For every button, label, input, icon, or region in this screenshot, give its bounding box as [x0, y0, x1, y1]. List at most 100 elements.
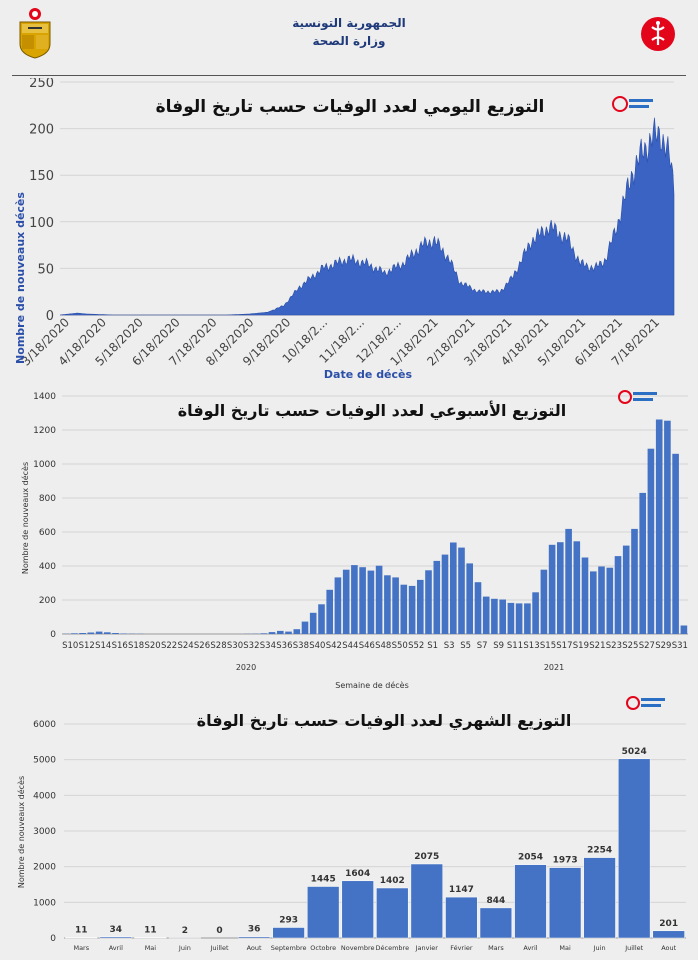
weekly-bar — [614, 556, 622, 634]
weekly-bar — [400, 584, 408, 634]
y-tick-label: 200 — [39, 596, 56, 606]
x-tick-label: S22 — [161, 641, 177, 651]
x-tick-label: S32 — [243, 641, 259, 651]
x-tick-label: Septembre — [271, 944, 307, 952]
x-tick-label: S40 — [309, 641, 325, 651]
x-tick-label: Mai — [145, 944, 157, 952]
bar-value-label: 2 — [182, 926, 188, 936]
header-rule — [12, 75, 686, 76]
weekly-bar — [573, 541, 581, 634]
weekly-bar — [79, 633, 86, 634]
x-tick-label: S44 — [342, 641, 358, 651]
tunisia-coat-of-arms-icon — [19, 8, 51, 59]
monthly-bar — [99, 936, 132, 939]
weekly-bar — [120, 633, 128, 634]
weekly-bar — [655, 419, 663, 634]
observatoire-logo-icon — [626, 696, 665, 710]
y-tick-label: 0 — [50, 934, 56, 944]
weekly-bar — [417, 579, 424, 634]
weekly-bar — [293, 629, 301, 634]
weekly-bar — [334, 577, 342, 634]
x-tick-label: S11 — [507, 641, 523, 651]
weekly-bar — [260, 633, 268, 634]
x-tick-label: S48 — [375, 641, 391, 651]
bar-value-label: 36 — [248, 925, 261, 935]
observatoire-logo-icon — [612, 96, 653, 112]
x-tick-label: S30 — [227, 641, 243, 651]
x-tick-label: Juillet — [209, 944, 228, 952]
monthly-bar — [341, 880, 374, 939]
x-tick-label: Décembre — [376, 944, 410, 952]
x-tick-label: Juillet — [624, 944, 643, 952]
ministry-health-logo-icon — [641, 17, 675, 51]
daily-chart-ylabel: Nombre de nouveaux décès — [14, 192, 27, 364]
bar-value-label: 1402 — [380, 876, 405, 886]
monthly-bar — [237, 936, 271, 939]
x-tick-label: S24 — [177, 641, 193, 651]
weekly-bar — [581, 557, 589, 634]
weekly-bar — [95, 631, 103, 634]
daily-chart-x-ticks: 3/18/20204/18/20205/18/20206/18/20207/18… — [19, 315, 662, 368]
weekly-bar — [639, 492, 646, 634]
daily-chart-y-ticks: 0 50 100 150 200 250 — [29, 78, 54, 324]
y-tick-label: 50 — [37, 262, 54, 277]
weekly-bar — [359, 567, 366, 634]
weekly-bar — [598, 566, 605, 634]
weekly-bar — [351, 565, 358, 634]
x-tick-label: S18 — [128, 641, 144, 651]
monthly-bar — [445, 896, 478, 939]
bar-value-label: 1604 — [345, 869, 370, 879]
y-tick-label: 400 — [39, 562, 56, 572]
weekly-bar — [309, 612, 317, 635]
y-tick-label: 100 — [29, 216, 54, 231]
weekly-bar — [433, 560, 441, 634]
weekly-bar — [342, 569, 350, 634]
monthly-bar — [479, 907, 513, 939]
weekly-bar — [466, 563, 473, 634]
weekly-bar — [301, 621, 309, 634]
x-tick-label: Mars — [488, 944, 504, 952]
weekly-bar — [71, 633, 78, 634]
x-tick-label: Aout — [247, 944, 262, 952]
weekly-chart-gridlines — [62, 395, 688, 635]
page-header: الجمهورية التونسية وزارة الصحة — [0, 0, 698, 78]
x-tick-label: Janvier — [415, 944, 439, 952]
weekly-bar — [590, 571, 597, 634]
daily-deaths-chart: 0 50 100 150 200 250 3/18/20204/18/20205/18/2… — [14, 78, 675, 381]
monthly-bar — [583, 857, 616, 939]
monthly-bar — [272, 927, 305, 939]
weekly-chart-title: التوزيع الأسبوعي لعدد الوفيات حسب تاريخ … — [178, 401, 567, 421]
monthly-chart-x-ticks: Mars Avril Mai Juin Juillet Aout Septembre Octo… — [73, 944, 676, 952]
weekly-bar — [277, 630, 284, 634]
bar-value-label: 34 — [110, 925, 123, 935]
weekly-chart-xlabel: Semaine de décès — [335, 680, 408, 690]
x-tick-label: S19 — [573, 641, 589, 651]
monthly-bar — [548, 867, 582, 939]
daily-chart-xlabel: Date de décès — [324, 368, 413, 381]
monthly-bar — [376, 887, 409, 939]
x-tick-label: Juin — [593, 944, 606, 952]
bar-value-label: 844 — [487, 896, 506, 906]
y-tick-label: 2000 — [33, 863, 56, 873]
x-tick-label: S9 — [493, 641, 504, 651]
monthly-bar — [514, 864, 547, 939]
x-tick-label: S46 — [359, 641, 375, 651]
x-tick-label: Octobre — [310, 944, 336, 952]
bar-value-label: 11 — [144, 926, 157, 936]
weekly-bar — [318, 604, 325, 635]
weekly-bar — [104, 632, 111, 634]
y-tick-label: 1400 — [33, 392, 56, 402]
x-tick-label: S14 — [95, 641, 111, 651]
monthly-bar — [307, 886, 340, 939]
x-tick-label: S23 — [606, 641, 622, 651]
x-tick-label: Avril — [109, 944, 123, 952]
bar-value-label: 293 — [279, 916, 298, 926]
weekly-bar — [565, 528, 572, 634]
monthly-bar — [652, 930, 685, 939]
x-tick-label: S15 — [540, 641, 556, 651]
monthly-chart-ylabel: Nombre de nouveaux décès — [16, 776, 26, 888]
observatoire-logo-icon — [618, 390, 657, 404]
weekly-bar — [622, 545, 630, 634]
weekly-bar — [491, 598, 498, 634]
